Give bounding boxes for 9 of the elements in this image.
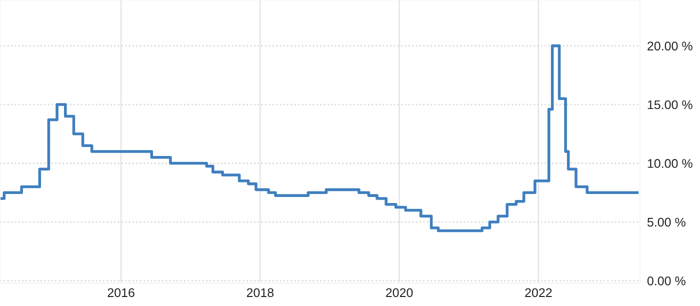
y-tick-label: 10.00 % xyxy=(648,159,692,168)
y-tick-label: 0.00 % xyxy=(647,276,686,286)
y-tick-label: 15.00 % xyxy=(648,100,692,110)
x-tick-label: 2018 xyxy=(246,288,274,298)
x-tick-label: 2022 xyxy=(525,288,552,298)
y-tick-label: 20.00 % xyxy=(648,42,692,50)
y-tick-label: 5.00 % xyxy=(647,218,686,227)
x-tick-label: 2020 xyxy=(386,288,413,298)
x-tick-label: 2016 xyxy=(108,288,134,298)
